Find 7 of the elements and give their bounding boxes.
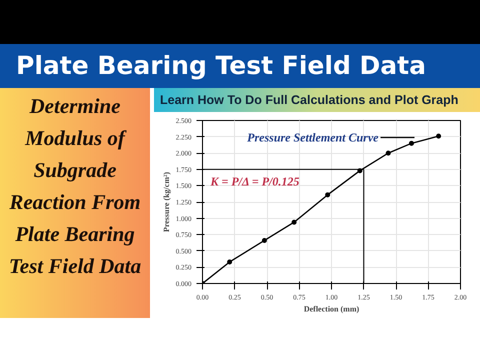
text: Determine Modulus of Subgrade Reaction From Plate Bearing Test Field Data: [8, 93, 142, 280]
chart-title: Plate Bearing Test Field Data: [16, 50, 426, 82]
y-axis-title: Pressure (kg/cm²): [162, 172, 171, 232]
x-axis-title: Deflection (mm): [304, 304, 360, 314]
annotation: Pressure Settlement Curve: [247, 130, 380, 144]
chart-subtitle: Learn How To Do Full Calculations and Plot Graph: [160, 92, 458, 109]
annotation: K = P/Δ = P/0.125: [210, 174, 300, 188]
